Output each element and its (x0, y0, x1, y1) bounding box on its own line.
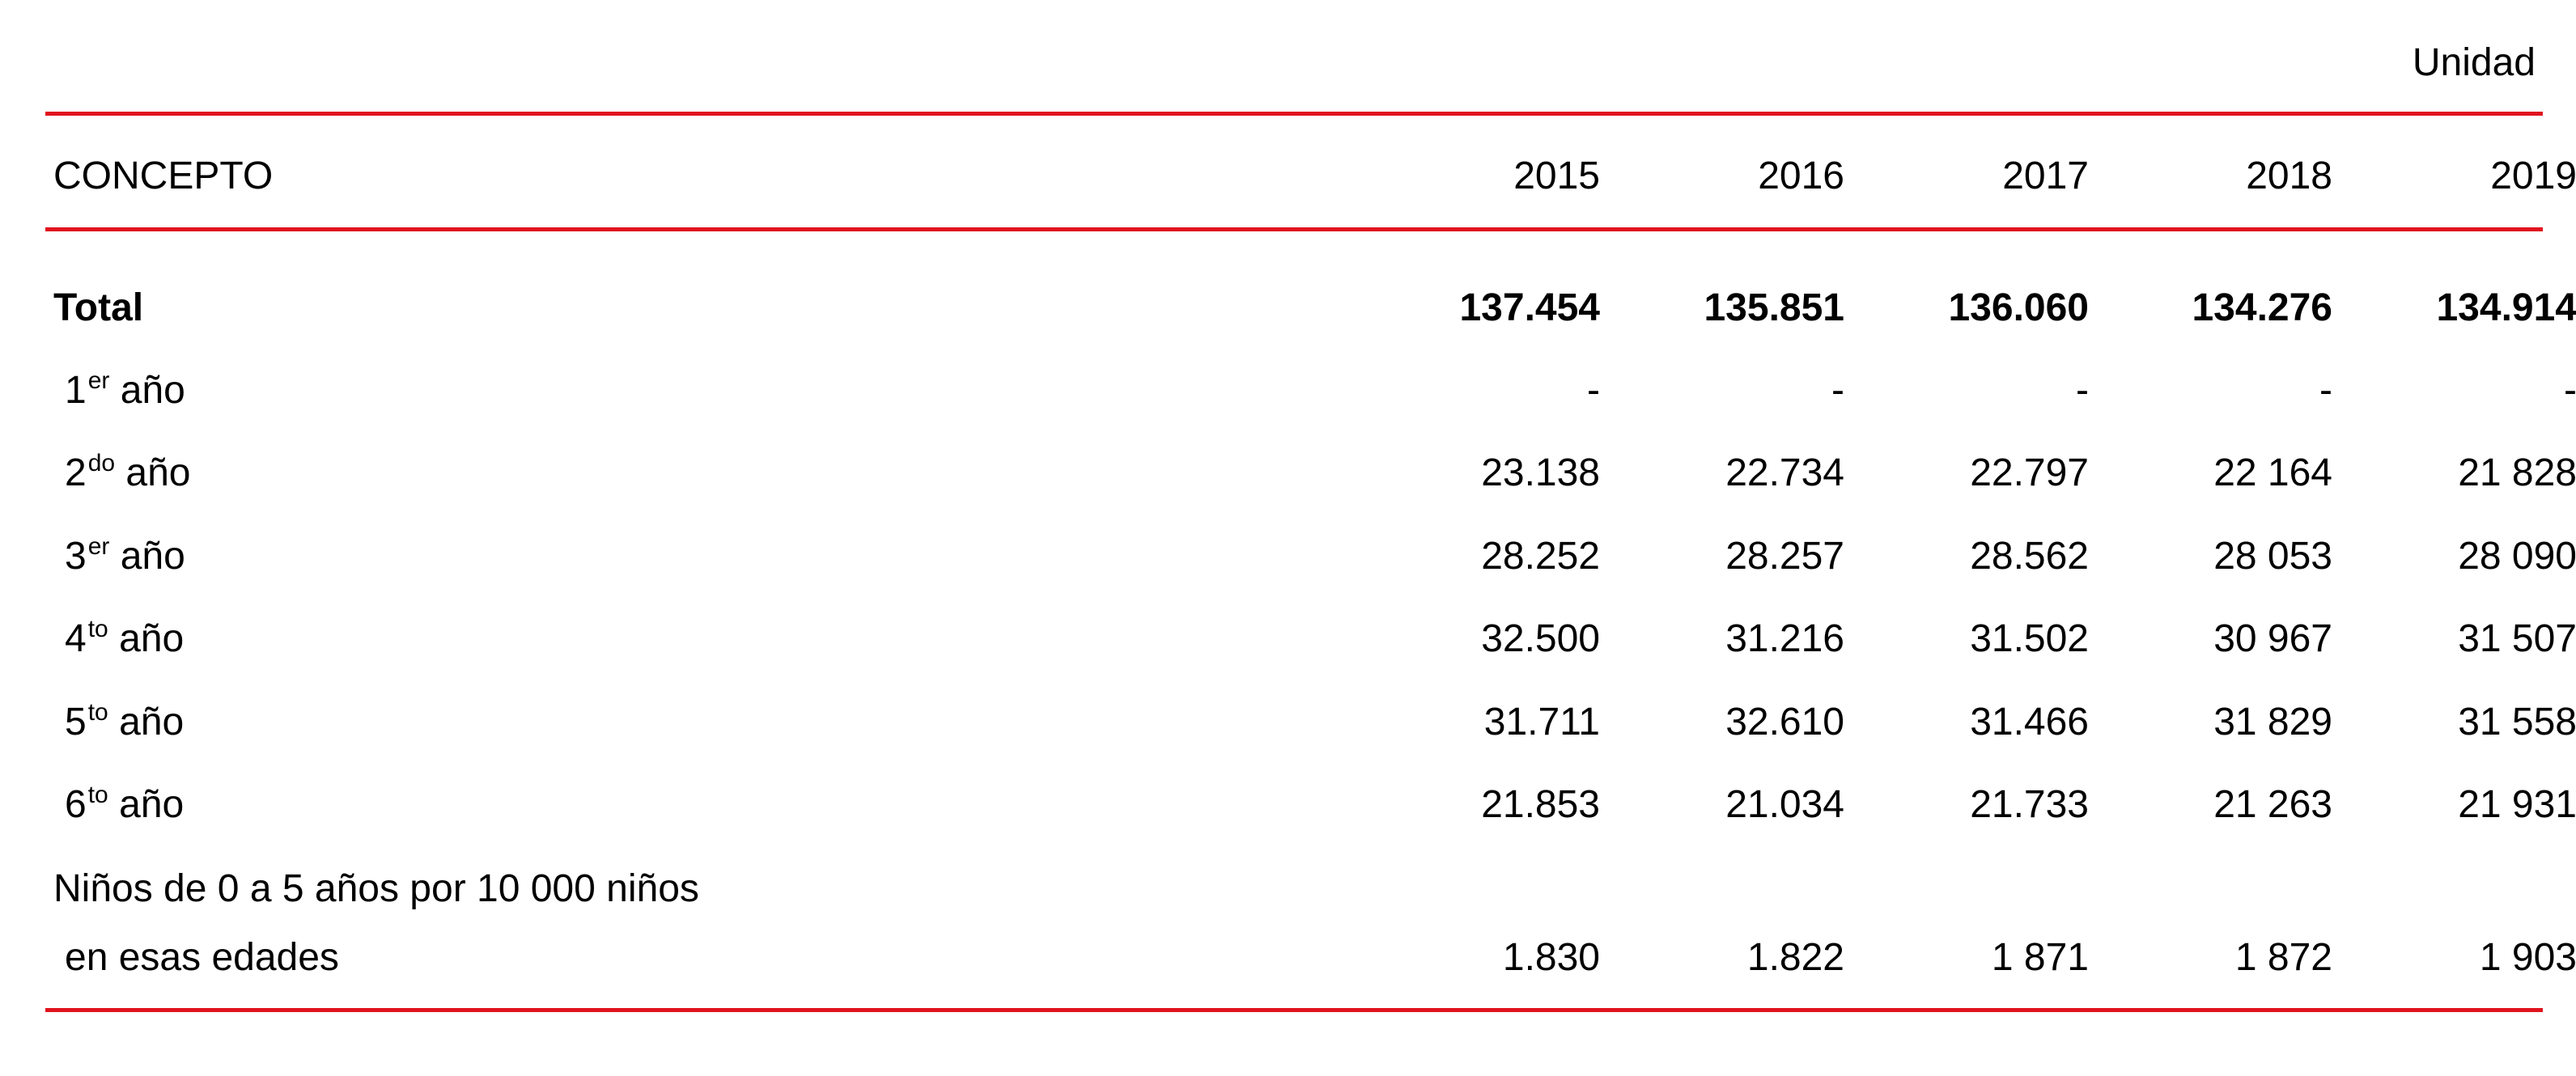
year-header: 2015 (1513, 155, 1600, 197)
table-row: 3er año 28.252 28.257 28.562 28 053 28 0… (45, 532, 2576, 581)
table-row: en esas edades 1.830 1.822 1 871 1 872 1… (45, 934, 2576, 982)
row-label: 3er año (65, 533, 185, 578)
table-cell: 21 828 (2458, 451, 2576, 494)
table-cell: 28.257 (1725, 535, 1844, 578)
table-cell: 134.914 (2436, 286, 2576, 329)
table-cell: 21 931 (2458, 783, 2576, 826)
table-cell: - (1831, 369, 1844, 412)
table-row: 2do año 23.138 22.734 22.797 22 164 21 8… (45, 449, 2576, 498)
table-cell: 135.851 (1704, 286, 1844, 329)
table-cell: 28.252 (1481, 535, 1600, 578)
table-cell: 31 507 (2458, 617, 2576, 660)
table-cell: 31.216 (1725, 617, 1844, 660)
table-cell: 31 558 (2458, 701, 2576, 743)
row-label: 4to año (65, 616, 185, 660)
row-label: 1er año (65, 367, 185, 412)
table-cell: - (1587, 369, 1600, 412)
table-cell: 21.034 (1725, 783, 1844, 826)
table-cell: 32.500 (1481, 617, 1600, 660)
table-cell: - (2076, 369, 2089, 412)
year-header: 2016 (1758, 155, 1844, 197)
table-cell: 28 090 (2458, 535, 2576, 578)
table-cell: 1.830 (1502, 936, 1600, 979)
table-cell: 21.733 (1970, 783, 2089, 826)
table-cell: 31.466 (1970, 701, 2089, 743)
year-header: 2017 (2002, 155, 2089, 197)
table-cell: 137.454 (1459, 286, 1600, 329)
table-cell: 28.562 (1970, 535, 2089, 578)
table-cell: 136.060 (1948, 286, 2089, 329)
table-cell: 21.853 (1481, 783, 1600, 826)
table-row-total: Total 137.454 135.851 136.060 134.276 13… (45, 284, 2576, 333)
table-cell: 22.734 (1725, 451, 1844, 494)
table-cell: 134.276 (2192, 286, 2332, 329)
table-cell: 22 164 (2213, 451, 2332, 494)
table-cell: 21 263 (2213, 783, 2332, 826)
table-row: 1er año - - - - - (45, 366, 2576, 415)
year-header: 2019 (2490, 155, 2576, 197)
header-rule (45, 227, 2543, 231)
table-row: 6to año 21.853 21.034 21.733 21 263 21 9… (45, 781, 2576, 829)
row-label: Niños de 0 a 5 años por 10 000 niños (53, 867, 699, 910)
row-label: en esas edades (65, 936, 339, 979)
table-cell: 1 872 (2234, 936, 2332, 979)
table-row: 4to año 32.500 31.216 31.502 30 967 31 5… (45, 615, 2576, 663)
table-cell: 1.822 (1746, 936, 1844, 979)
table-cell: 23.138 (1481, 451, 1600, 494)
table-row: 5to año 31.711 32.610 31.466 31 829 31 5… (45, 698, 2576, 747)
year-header: 2018 (2246, 155, 2332, 197)
row-label: 5to año (65, 699, 185, 743)
table-cell: - (2319, 369, 2332, 412)
table-cell: 1 903 (2479, 936, 2576, 979)
row-label: Total (53, 286, 144, 329)
table-cell: 32.610 (1725, 701, 1844, 743)
bottom-rule (45, 1008, 2543, 1012)
table-row-label-line: Niños de 0 a 5 años por 10 000 niños (45, 865, 2543, 913)
table-cell: 31.502 (1970, 617, 2089, 660)
table-cell: 31.711 (1483, 701, 1600, 743)
table-cell: 31 829 (2213, 701, 2332, 743)
concept-header: CONCEPTO (53, 155, 274, 197)
table-cell: 28 053 (2213, 535, 2332, 578)
row-label: 2do año (65, 450, 191, 494)
table-cell: - (2564, 369, 2576, 412)
table-cell: 1 871 (1991, 936, 2089, 979)
top-rule (45, 112, 2543, 116)
row-label: 6to año (65, 782, 185, 826)
table-cell: 30 967 (2213, 617, 2332, 660)
header-row: CONCEPTO 2015 2016 2017 2018 2019 (45, 152, 2576, 201)
table-cell: 22.797 (1970, 451, 2089, 494)
unit-label: Unidad (2412, 41, 2536, 84)
